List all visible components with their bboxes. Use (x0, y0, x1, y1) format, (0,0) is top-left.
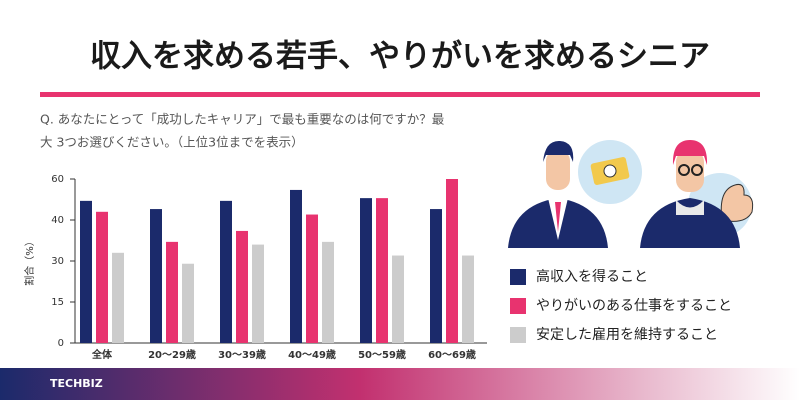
bar (430, 209, 442, 343)
bar (150, 209, 162, 343)
bar (290, 189, 302, 343)
bar (80, 200, 92, 343)
x-tick-label: 30～39歳 (218, 348, 266, 361)
x-tick-label: 20～29歳 (148, 348, 196, 361)
bar (220, 200, 232, 343)
x-tick-label: 40～49歳 (288, 348, 336, 361)
bar (376, 198, 388, 343)
bar (462, 255, 474, 343)
title: 収入を求める若手、やりがいを求めるシニア (90, 39, 710, 75)
footer-brand: TECHBIZ (50, 377, 103, 390)
legend-swatch (510, 327, 526, 343)
bar (360, 198, 372, 343)
bar (392, 255, 404, 343)
legend-swatch (510, 298, 526, 314)
y-tick-label: 40 (51, 215, 64, 226)
legend-swatch (510, 269, 526, 285)
y-axis-label: 割合（%） (23, 236, 36, 286)
x-tick-label: 50～59歳 (358, 348, 406, 361)
y-tick-label: 30 (51, 256, 64, 267)
illustration-young (508, 140, 642, 248)
question-line: Q. あなたにとって「成功したキャリア」で最も重要なのは何ですか？最 (40, 112, 445, 127)
bar (166, 241, 178, 343)
title-rule (40, 92, 760, 97)
bar (112, 252, 124, 343)
bar (446, 179, 458, 343)
question-line: 大 3つお選びください。（上位3位までを表示） (40, 135, 304, 150)
bar (236, 230, 248, 343)
x-tick-label: 60～69歳 (428, 348, 476, 361)
footer-bar (0, 368, 800, 400)
legend-label: やりがいのある仕事をすること (536, 298, 732, 314)
bar (252, 244, 264, 343)
legend-label: 高収入を得ること (536, 268, 648, 285)
bar (306, 214, 318, 343)
bar (322, 241, 334, 343)
bar (96, 211, 108, 343)
y-tick-label: 15 (51, 297, 64, 308)
y-tick-label: 0 (58, 338, 64, 349)
illustration-senior (640, 140, 754, 248)
legend-label: 安定した雇用を維持すること (536, 326, 718, 343)
x-tick-label: 全体 (91, 348, 113, 361)
y-tick-label: 60 (51, 174, 64, 185)
bar (182, 263, 194, 343)
